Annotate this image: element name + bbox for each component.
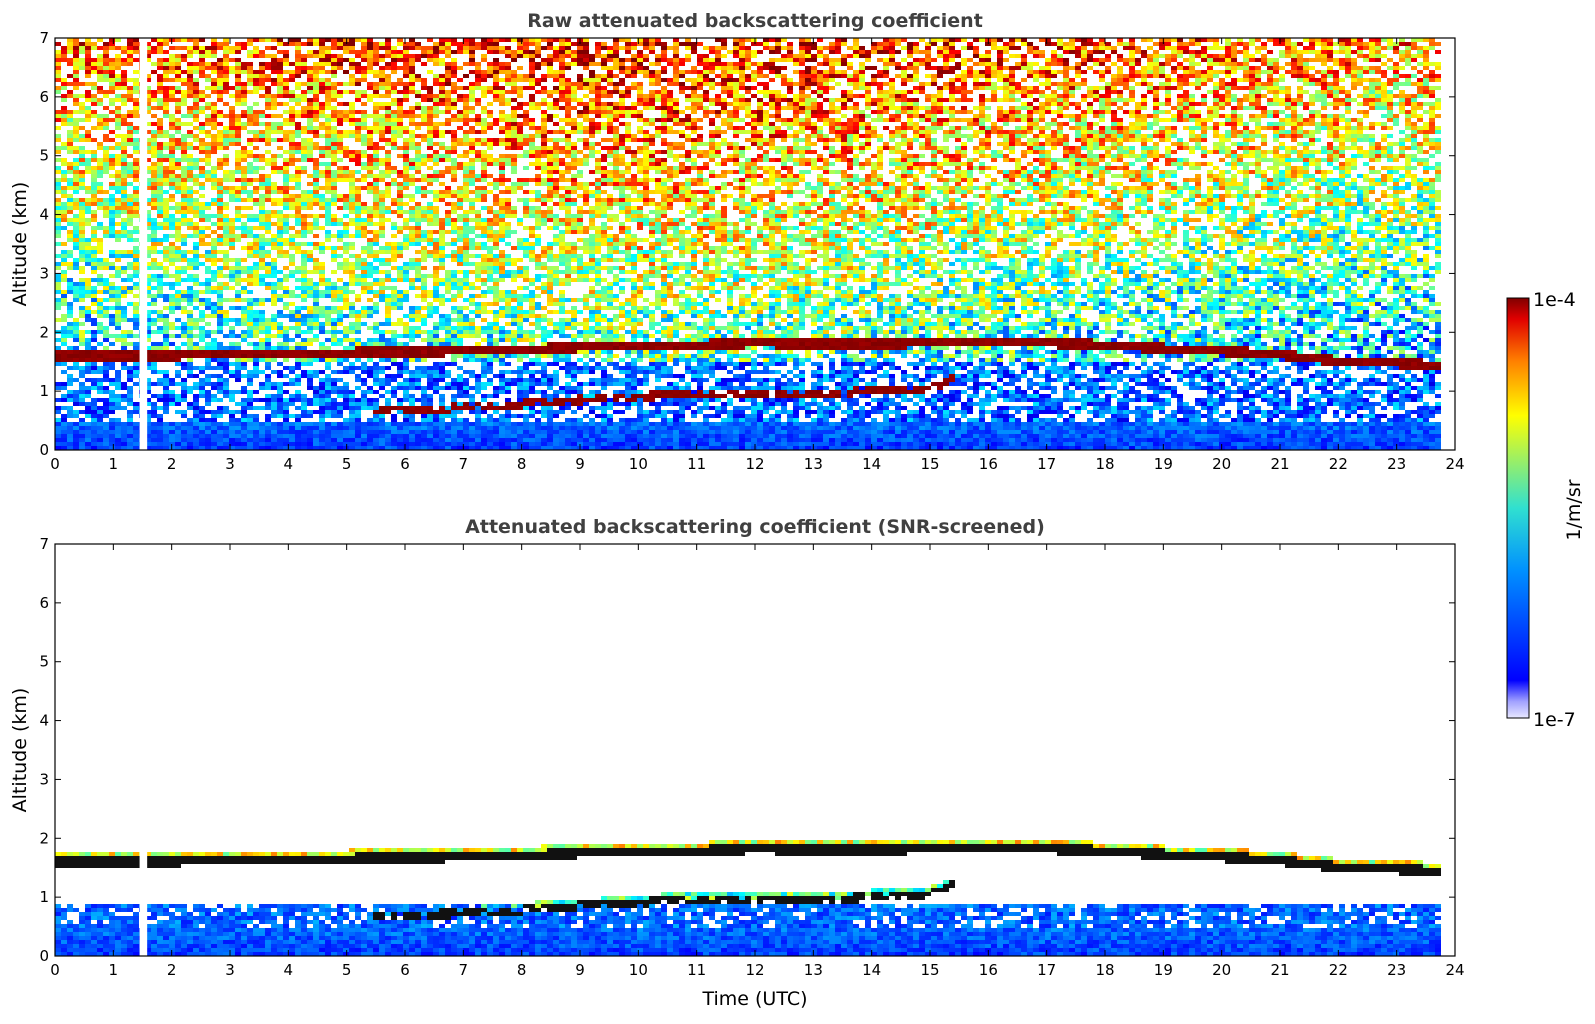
raw-x-tick-label: 20: [1212, 455, 1231, 473]
raw-x-tick-label: 2: [167, 455, 177, 473]
snr-y-tick-label: 5: [39, 653, 49, 671]
snr-x-tick-label: 3: [225, 961, 235, 979]
snr-x-tick-label: 0: [50, 961, 60, 979]
snr-x-tick-label: 6: [400, 961, 410, 979]
raw-x-tick-label: 12: [745, 455, 764, 473]
snr-x-tick-label: 14: [862, 961, 881, 979]
snr-y-tick-label: 0: [39, 947, 49, 965]
raw-x-tick-label: 5: [342, 455, 352, 473]
snr-x-tick-label: 17: [1037, 961, 1056, 979]
raw-x-tick-label: 23: [1387, 455, 1406, 473]
raw-y-tick-label: 0: [39, 441, 49, 459]
snr-x-tick-label: 12: [745, 961, 764, 979]
raw-y-tick-label: 6: [39, 88, 49, 106]
snr-x-tick-label: 8: [517, 961, 527, 979]
colorbar-max-label: 1e-4: [1533, 289, 1576, 311]
raw-x-tick-label: 6: [400, 455, 410, 473]
colorbar-gradient: [1507, 298, 1529, 718]
colorbar-unit-label: 1/m/sr: [1563, 479, 1585, 540]
snr-x-tick-label: 1: [109, 961, 119, 979]
snr-y-tick-label: 7: [39, 535, 49, 553]
snr-x-tick-label: 18: [1095, 961, 1114, 979]
raw-y-tick-label: 1: [39, 382, 49, 400]
colorbar-min-label: 1e-7: [1533, 709, 1576, 731]
snr-x-tick-label: 16: [979, 961, 998, 979]
raw-x-tick-label: 4: [284, 455, 294, 473]
snr-x-tick-label: 24: [1445, 961, 1464, 979]
raw-y-tick-label: 3: [39, 264, 49, 282]
raw-x-tick-label: 8: [517, 455, 527, 473]
snr-data-gap: [140, 544, 148, 956]
raw-y-tick-label: 7: [39, 29, 49, 47]
raw-x-tick-label: 9: [575, 455, 585, 473]
raw-backscatter-panel: Raw attenuated backscattering coefficien…: [9, 10, 1465, 473]
raw-x-tick-label: 1: [109, 455, 119, 473]
raw-y-axis-label: Altitude (km): [9, 182, 31, 307]
raw-x-tick-label: 21: [1270, 455, 1289, 473]
raw-x-tick-label: 16: [979, 455, 998, 473]
snr-x-tick-label: 15: [920, 961, 939, 979]
snr-x-tick-label: 21: [1270, 961, 1289, 979]
snr-x-tick-label: 23: [1387, 961, 1406, 979]
raw-x-tick-label: 13: [804, 455, 823, 473]
raw-x-tick-label: 10: [629, 455, 648, 473]
snr-x-tick-label: 20: [1212, 961, 1231, 979]
raw-x-tick-label: 24: [1445, 455, 1464, 473]
raw-x-tick-label: 17: [1037, 455, 1056, 473]
raw-y-tick-label: 4: [39, 206, 49, 224]
snr-x-tick-label: 9: [575, 961, 585, 979]
snr-screened-panel: Attenuated backscattering coefficient (S…: [9, 516, 1465, 1010]
snr-y-tick-label: 3: [39, 770, 49, 788]
raw-x-tick-label: 14: [862, 455, 881, 473]
x-axis-label: Time (UTC): [701, 988, 807, 1010]
snr-x-tick-label: 7: [459, 961, 469, 979]
snr-panel-title: Attenuated backscattering coefficient (S…: [465, 516, 1045, 538]
raw-x-tick-label: 19: [1154, 455, 1173, 473]
snr-y-axis-label: Altitude (km): [9, 688, 31, 813]
raw-y-tick-label: 2: [39, 323, 49, 341]
snr-y-tick-label: 6: [39, 594, 49, 612]
raw-x-tick-label: 22: [1329, 455, 1348, 473]
snr-x-tick-label: 19: [1154, 961, 1173, 979]
raw-data-gap: [140, 38, 148, 450]
colorbar: 1e-4 1e-7 1/m/sr: [1507, 289, 1585, 731]
snr-x-tick-label: 10: [629, 961, 648, 979]
raw-panel-title: Raw attenuated backscattering coefficien…: [527, 10, 983, 32]
raw-y-tick-label: 5: [39, 147, 49, 165]
raw-heatmap: [55, 38, 1441, 450]
snr-y-tick-label: 4: [39, 712, 49, 730]
snr-heatmap: [55, 544, 1441, 956]
snr-x-tick-label: 5: [342, 961, 352, 979]
snr-x-tick-label: 11: [687, 961, 706, 979]
raw-x-tick-label: 11: [687, 455, 706, 473]
raw-x-tick-label: 18: [1095, 455, 1114, 473]
raw-x-tick-label: 15: [920, 455, 939, 473]
snr-y-tick-label: 2: [39, 829, 49, 847]
snr-x-tick-label: 22: [1329, 961, 1348, 979]
raw-x-tick-label: 7: [459, 455, 469, 473]
snr-x-tick-label: 4: [284, 961, 294, 979]
raw-x-tick-label: 3: [225, 455, 235, 473]
snr-x-tick-label: 2: [167, 961, 177, 979]
raw-x-tick-label: 0: [50, 455, 60, 473]
snr-y-tick-label: 1: [39, 888, 49, 906]
snr-x-tick-label: 13: [804, 961, 823, 979]
